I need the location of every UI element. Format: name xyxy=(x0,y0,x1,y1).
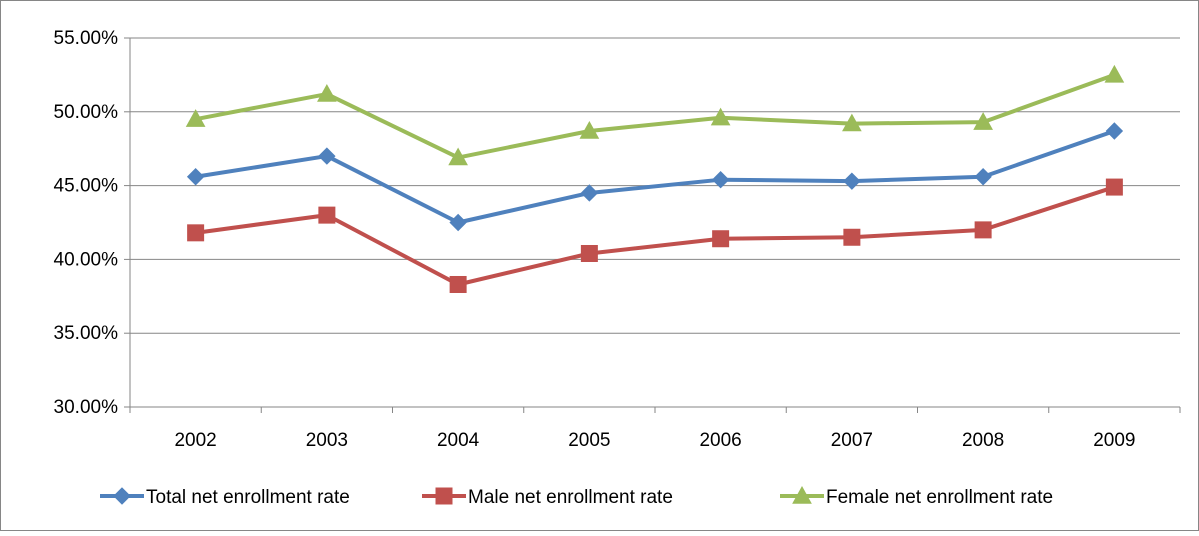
legend-item: Total net enrollment rate xyxy=(100,487,350,508)
legend-marker xyxy=(435,487,453,505)
data-point xyxy=(974,221,992,239)
series-1 xyxy=(186,122,1124,232)
legend-label: Female net enrollment rate xyxy=(826,487,1053,508)
legend-label: Total net enrollment rate xyxy=(146,487,350,508)
data-point xyxy=(973,112,993,130)
data-point xyxy=(712,230,730,248)
data-point xyxy=(580,184,599,202)
data-point xyxy=(449,275,467,293)
x-tick-label: 2009 xyxy=(1093,430,1135,451)
x-tick-label: 2003 xyxy=(306,430,348,451)
data-point xyxy=(449,213,467,232)
data-point xyxy=(448,147,468,166)
x-tick-label: 2004 xyxy=(437,430,480,451)
series-line xyxy=(195,73,1116,160)
legend-marker xyxy=(792,485,812,504)
legend-item: Male net enrollment rate xyxy=(422,487,673,508)
y-tick-label: 50.00% xyxy=(54,102,119,123)
data-point xyxy=(843,228,861,246)
y-tick-label: 30.00% xyxy=(54,397,119,418)
data-point xyxy=(318,206,336,224)
data-point xyxy=(974,168,992,186)
data-point xyxy=(711,170,730,189)
data-point xyxy=(843,172,861,190)
data-point xyxy=(186,168,205,186)
series-line xyxy=(195,129,1116,225)
legend: Total net enrollment rate Male net enroll… xyxy=(100,485,1053,508)
y-tick-label: 40.00% xyxy=(54,249,119,270)
data-point xyxy=(710,107,731,126)
x-tick-label: 2007 xyxy=(831,430,873,451)
data-point xyxy=(1105,178,1123,196)
x-tick-label: 2002 xyxy=(174,430,216,451)
legend-marker xyxy=(113,487,131,505)
data-point xyxy=(318,147,336,165)
data-point xyxy=(580,244,598,262)
data-point xyxy=(1105,122,1124,140)
legend-label: Male net enrollment rate xyxy=(468,487,673,508)
x-tick-label: 2005 xyxy=(568,430,610,451)
data-point xyxy=(185,109,206,127)
series-layer xyxy=(185,64,1125,293)
x-tick-label: 2006 xyxy=(699,430,741,451)
series-2 xyxy=(187,178,1123,293)
legend-item: Female net enrollment rate xyxy=(780,485,1053,508)
y-tick-label: 55.00% xyxy=(54,28,119,49)
series-line xyxy=(195,185,1115,287)
data-point xyxy=(187,224,205,242)
data-point xyxy=(842,113,862,132)
data-point xyxy=(1104,64,1125,83)
data-point xyxy=(317,84,337,102)
y-tick-label: 35.00% xyxy=(54,323,119,344)
y-tick-label: 45.00% xyxy=(54,176,119,197)
series-3 xyxy=(185,64,1125,166)
x-tick-label: 2008 xyxy=(962,430,1004,451)
data-point xyxy=(579,120,600,139)
axes: 30.00% 35.00% 40.00% 45.00% 50.00% 55.00% 2002… xyxy=(54,28,1181,451)
